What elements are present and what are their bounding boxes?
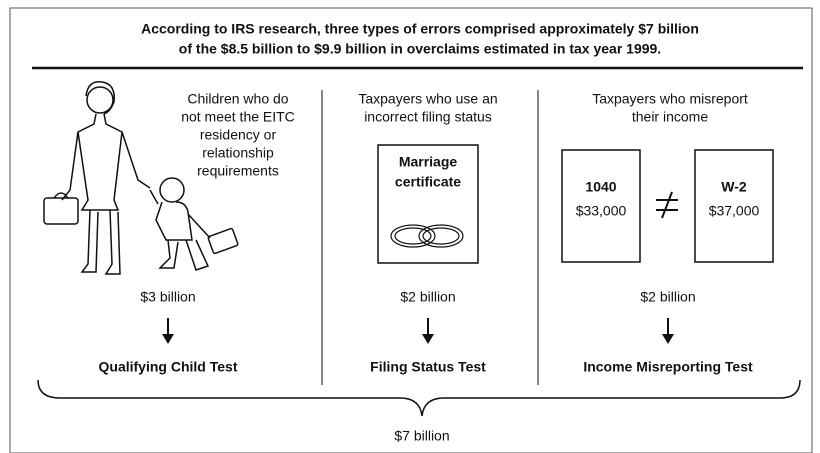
test: Income Misreporting Test <box>583 359 753 375</box>
description: requirements <box>197 163 279 179</box>
description: Taxpayers who use an <box>358 91 497 107</box>
document-title: Marriage <box>399 154 458 170</box>
amount: $2 billion <box>640 289 695 305</box>
form-name: 1040 <box>585 179 616 195</box>
description: Children who do <box>187 91 288 107</box>
title-line: According to IRS research, three types o… <box>141 21 699 37</box>
diagram: According to IRS research, three types o… <box>0 0 820 453</box>
total: $7 billion <box>394 428 449 444</box>
description: not meet the EITC <box>181 109 295 125</box>
title-line: of the $8.5 billion to $9.9 billion in o… <box>179 41 661 57</box>
document-title: certificate <box>395 174 461 190</box>
description: incorrect filing status <box>364 109 492 125</box>
form-amount: $33,000 <box>576 203 627 219</box>
amount: $2 billion <box>400 289 455 305</box>
description: Taxpayers who misreport <box>592 91 748 107</box>
test: Qualifying Child Test <box>99 359 238 375</box>
description: their income <box>632 109 708 125</box>
form-amount: $37,000 <box>709 203 760 219</box>
description: relationship <box>202 145 274 161</box>
test: Filing Status Test <box>370 359 486 375</box>
form-name: W-2 <box>721 179 747 195</box>
amount: $3 billion <box>140 289 195 305</box>
description: residency or <box>200 127 277 143</box>
